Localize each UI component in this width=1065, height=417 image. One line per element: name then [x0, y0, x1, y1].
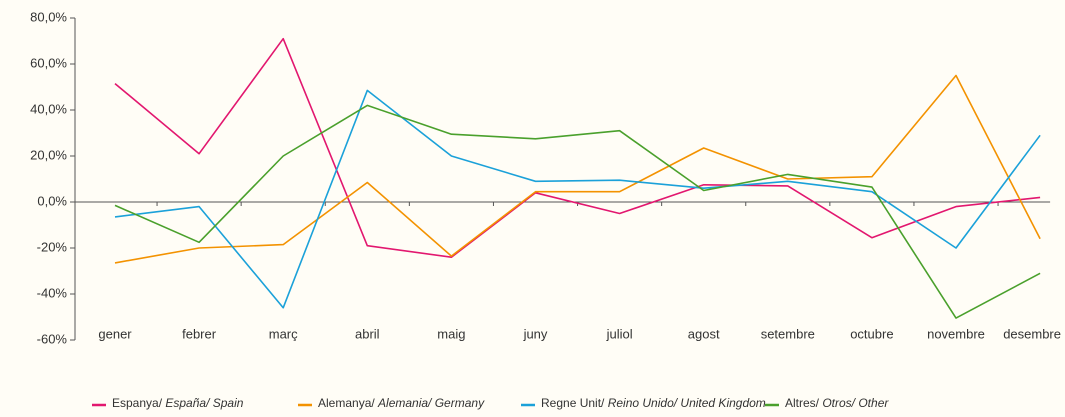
- series-line: [114, 37, 1041, 259]
- y-tick-label: -20%: [37, 239, 68, 254]
- series-line: [114, 104, 1041, 319]
- legend-label: Espanya/ España/ Spain: [112, 396, 244, 410]
- legend-label: Regne Unit/ Reino Unido/ United Kingdom: [541, 396, 766, 410]
- x-tick-label: setembre: [761, 326, 815, 341]
- x-tick-label: desembre: [1003, 326, 1061, 341]
- y-tick-label: 60,0%: [30, 55, 67, 70]
- legend-label: Alemanya/ Alemania/ Germany: [318, 396, 485, 410]
- x-tick-label: maig: [437, 326, 465, 341]
- series-line: [114, 74, 1041, 264]
- x-tick-label: abril: [355, 326, 380, 341]
- series-line: [114, 89, 1041, 309]
- x-tick-label: juny: [523, 326, 548, 341]
- x-tick-label: juliol: [606, 326, 633, 341]
- y-tick-label: 40,0%: [30, 101, 67, 116]
- x-tick-label: març: [269, 326, 298, 341]
- x-tick-label: agost: [688, 326, 720, 341]
- y-tick-label: 20,0%: [30, 147, 67, 162]
- legend-label: Altres/ Otros/ Other: [785, 396, 889, 410]
- x-tick-label: novembre: [927, 326, 985, 341]
- y-tick-label: 80,0%: [30, 9, 67, 24]
- y-tick-label: 0,0%: [37, 193, 67, 208]
- x-tick-label: octubre: [850, 326, 893, 341]
- legend: Espanya/ España/ Spain Alemanya/ Alemania…: [92, 396, 889, 410]
- y-tick-label: -40%: [37, 285, 68, 300]
- x-tick-label: gener: [98, 326, 132, 341]
- x-tick-label: febrer: [182, 326, 217, 341]
- y-tick-label: -60%: [37, 331, 68, 346]
